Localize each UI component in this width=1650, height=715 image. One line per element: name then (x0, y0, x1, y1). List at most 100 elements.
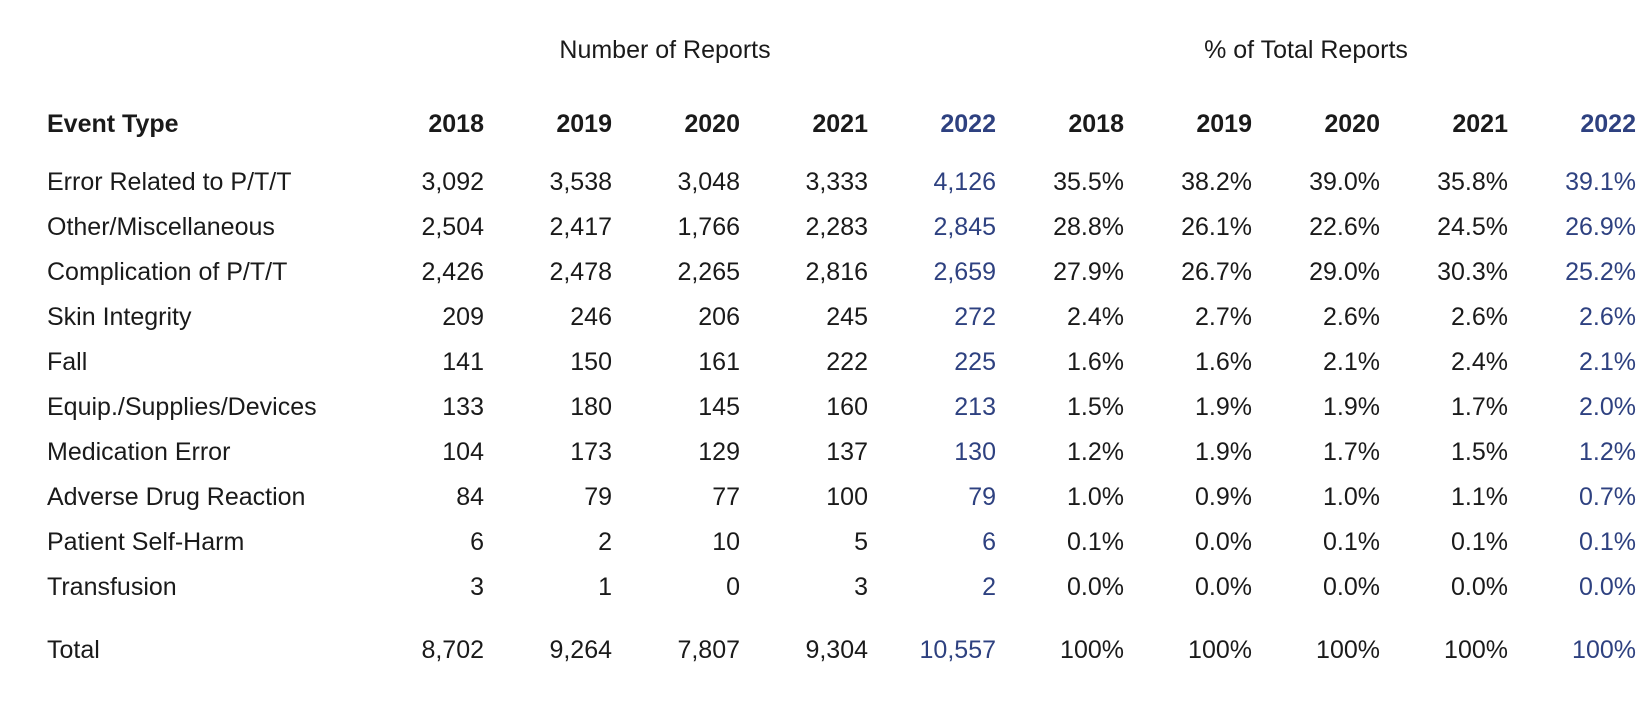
count-cell: 272 (954, 303, 996, 331)
count-cell: 141 (442, 348, 484, 376)
count-year-header-2018: 2018 (428, 109, 484, 138)
percent-cell: 0.0% (1451, 573, 1508, 601)
percent-cell: 2.0% (1579, 393, 1636, 421)
event-type-label: Total (47, 636, 100, 664)
percent-cell: 24.5% (1437, 213, 1508, 241)
table-row: Skin Integrity 209 246 206 245 272 2.4% 2.7% 2.6… (47, 295, 1636, 340)
percent-cell: 22.6% (1309, 213, 1380, 241)
percent-cell: 27.9% (1053, 258, 1124, 286)
percent-cell: 2.6% (1579, 303, 1636, 331)
count-cell: 173 (570, 438, 612, 466)
count-cell: 2,426 (421, 258, 484, 286)
percent-cell: 39.0% (1309, 168, 1380, 196)
event-type-label: Fall (47, 348, 88, 376)
count-cell: 6 (982, 528, 996, 556)
count-cell: 213 (954, 393, 996, 421)
percent-cell: 1.7% (1451, 393, 1508, 421)
count-cell: 133 (442, 393, 484, 421)
count-cell: 3,538 (549, 168, 612, 196)
event-type-label: Equip./Supplies/Devices (47, 393, 317, 421)
count-year-header-2020: 2020 (684, 109, 740, 138)
percent-cell: 30.3% (1437, 258, 1508, 286)
count-cell: 8,702 (421, 636, 484, 664)
count-cell: 1,766 (677, 213, 740, 241)
count-cell: 2,659 (933, 258, 996, 286)
percent-cell: 0.1% (1579, 528, 1636, 556)
count-cell: 4,126 (933, 168, 996, 196)
table-row: Complication of P/T/T 2,426 2,478 2,265 2,81… (47, 250, 1636, 295)
percent-of-total-header: % of Total Reports (1204, 36, 1408, 64)
total-row: Total 8,702 9,264 7,807 9,304 10,557 100% 100% 1… (47, 610, 1636, 673)
percent-year-header-2022: 2022 (1580, 109, 1636, 138)
percent-cell: 1.9% (1195, 393, 1252, 421)
count-cell: 7,807 (677, 636, 740, 664)
count-cell: 3,092 (421, 168, 484, 196)
table-row: Transfusion 3 1 0 3 2 0.0% 0.0% 0.0% 0.0% 0.0% (47, 565, 1636, 610)
count-cell: 129 (698, 438, 740, 466)
count-cell: 245 (826, 303, 868, 331)
percent-year-header-2019: 2019 (1196, 109, 1252, 138)
percent-cell: 39.1% (1565, 168, 1636, 196)
count-cell: 2,265 (677, 258, 740, 286)
event-type-label: Skin Integrity (47, 303, 192, 331)
percent-cell: 2.1% (1579, 348, 1636, 376)
count-cell: 79 (968, 483, 996, 511)
percent-cell: 100% (1060, 636, 1124, 664)
count-cell: 9,264 (549, 636, 612, 664)
percent-year-header-2021: 2021 (1452, 109, 1508, 138)
event-type-label: Other/Miscellaneous (47, 213, 275, 241)
percent-cell: 0.1% (1067, 528, 1124, 556)
percent-cell: 100% (1316, 636, 1380, 664)
count-cell: 3 (854, 573, 868, 601)
column-header-row: Event Type 2018 2019 2020 2021 2022 2018 2019 20… (47, 96, 1636, 152)
percent-cell: 1.6% (1067, 348, 1124, 376)
count-cell: 79 (584, 483, 612, 511)
percent-cell: 1.0% (1323, 483, 1380, 511)
count-cell: 180 (570, 393, 612, 421)
count-cell: 3,048 (677, 168, 740, 196)
percent-cell: 0.1% (1323, 528, 1380, 556)
event-type-column-header: Event Type (47, 109, 179, 138)
percent-cell: 0.0% (1579, 573, 1636, 601)
count-cell: 2,845 (933, 213, 996, 241)
table-row: Patient Self-Harm 6 2 10 5 6 0.1% 0.0% 0.1% 0.1% 0… (47, 520, 1636, 565)
percent-cell: 0.9% (1195, 483, 1252, 511)
event-type-label: Transfusion (47, 573, 177, 601)
count-cell: 2,417 (549, 213, 612, 241)
percent-cell: 28.8% (1053, 213, 1124, 241)
table-row: Adverse Drug Reaction 84 79 77 100 79 1.0% 0.9%… (47, 475, 1636, 520)
count-cell: 100 (826, 483, 868, 511)
percent-cell: 0.0% (1195, 573, 1252, 601)
count-cell: 84 (456, 483, 484, 511)
count-cell: 2,478 (549, 258, 612, 286)
header-spacer (47, 152, 1636, 160)
count-cell: 0 (726, 573, 740, 601)
percent-cell: 1.2% (1067, 438, 1124, 466)
count-year-header-2019: 2019 (556, 109, 612, 138)
event-type-label: Patient Self-Harm (47, 528, 245, 556)
percent-cell: 1.0% (1067, 483, 1124, 511)
count-cell: 5 (854, 528, 868, 556)
count-cell: 3,333 (805, 168, 868, 196)
table-row: Medication Error 104 173 129 137 130 1.2% 1.9% 1… (47, 430, 1636, 475)
number-of-reports-header: Number of Reports (559, 36, 771, 64)
percent-cell: 0.0% (1323, 573, 1380, 601)
count-cell: 6 (470, 528, 484, 556)
table-row: Other/Miscellaneous 2,504 2,417 1,766 2,283 2… (47, 205, 1636, 250)
percent-cell: 2.1% (1323, 348, 1380, 376)
percent-cell: 1.1% (1451, 483, 1508, 511)
percent-cell: 2.6% (1323, 303, 1380, 331)
count-cell: 150 (570, 348, 612, 376)
percent-cell: 1.2% (1579, 438, 1636, 466)
percent-cell: 2.7% (1195, 303, 1252, 331)
percent-cell: 0.0% (1067, 573, 1124, 601)
count-cell: 9,304 (805, 636, 868, 664)
event-type-label: Complication of P/T/T (47, 258, 288, 286)
count-cell: 2 (982, 573, 996, 601)
count-cell: 2,816 (805, 258, 868, 286)
percent-cell: 1.9% (1323, 393, 1380, 421)
table-row: Fall 141 150 161 222 225 1.6% 1.6% 2.1% 2.4% 2.1% (47, 340, 1636, 385)
count-cell: 10,557 (919, 636, 996, 664)
percent-cell: 26.7% (1181, 258, 1252, 286)
percent-year-header-2018: 2018 (1068, 109, 1124, 138)
